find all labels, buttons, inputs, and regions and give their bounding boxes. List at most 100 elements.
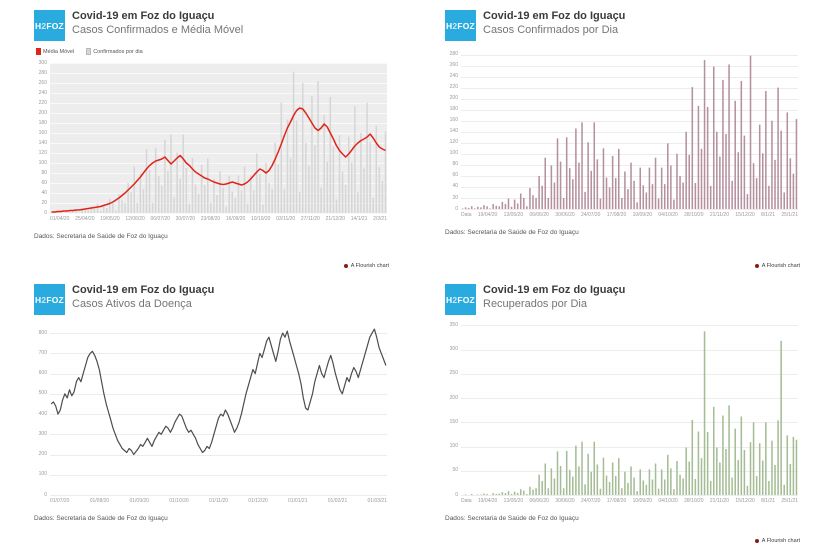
gridline [50,434,387,436]
x-axis-tick-label: 30/06/20 [555,498,575,504]
chart-titles: Covid-19 em Foz do Iguaçu Casos Confirma… [483,10,625,38]
flourish-badge[interactable]: A Flourish chart [755,263,800,269]
source-note: Dados: Secretaria de Saúde de Foz do Igu… [34,233,168,240]
x-axis-tick-label: 01/04/20 [50,216,70,222]
x-axis-tick-label: Data [461,498,472,504]
y-axis-tick-label: 150 [449,418,458,425]
y-axis-tick-label: 120 [38,149,47,156]
chart-canvas [464,331,798,495]
x-axis-tick-label: 15/12/20 [735,498,755,504]
gridline [461,209,798,210]
x-axis-tick-label: 01/01/21 [288,498,308,504]
flourish-dot-icon [755,264,760,268]
legend-swatch-red [36,48,41,55]
gridline [461,398,798,400]
y-axis-tick-label: 180 [449,106,458,113]
x-axis-tick-label: 30/06/20 [555,212,575,218]
chart-header: H 2 FOZ Covid-19 em Foz do Iguaçu Casos At… [34,284,387,315]
gridline [50,113,387,114]
y-axis-tick-label: 250 [449,370,458,377]
y-axis-tick-label: 200 [38,109,47,116]
bars [50,71,387,213]
y-axis-tick-label: 400 [38,410,47,417]
y-axis-tick-label: 600 [38,370,47,377]
y-axis-tick-label: 200 [449,95,458,102]
plot-area-confirmados-por-dia: 280 260 240 220 200 180 160 140 120 100 80 60 40 20 0 [450,49,798,211]
y-axis-tick-label: 100 [449,443,458,449]
gridline [461,198,798,199]
x-axis-tick-label: 01/10/20 [169,498,189,504]
gridline [50,353,387,355]
x-axis-tick-label: 19/05/20 [100,216,120,222]
logo-text-2: 2 [452,20,458,31]
x-axis-confirmados-media-movel: 01/04/20 25/04/20 19/05/20 12/06/20 06/07/20… [50,216,387,222]
plot-area-confirmados-media-movel: 300 280 260 240 220 200 180 160 140 120 100 80 60 40 2… [39,60,387,215]
flourish-label: A Flourish chart [761,538,800,544]
y-axis-tick-label: 240 [449,73,458,80]
y-axis-tick-label: 40 [452,183,458,190]
plot-wrapper: 300 280 260 240 220 200 180 160 140 120 100 80 60 40 2… [39,60,387,215]
gridline [461,349,798,351]
flourish-badge[interactable]: A Flourish chart [344,263,389,269]
y-axis-tick-label: 200 [449,394,458,401]
y-axis-tick-label: 200 [38,451,47,457]
bars [464,331,798,495]
chart-subtitle: Casos Confirmados e Média Móvel [72,23,244,36]
gridline [461,470,798,472]
gridline [50,495,387,496]
chart-header: H 2 FOZ Covid-19 em Foz do Iguaçu Recupera… [445,284,798,315]
y-axis-tick-label: 100 [38,471,47,478]
x-axis-tick-label: 01/03/21 [367,498,387,504]
gridline [50,123,387,124]
y-axis-tick-label: 120 [449,139,458,146]
x-axis-tick-label: 10/09/20 [632,212,653,218]
source-note: Dados: Secretaria de Saúde de Foz do Igu… [445,515,579,522]
legend-label: Média Móvel [43,48,75,55]
y-axis-tick-label: 60 [452,172,458,179]
y-axis-tick-label: 160 [449,117,458,124]
y-axis-tick-label: 350 [449,321,458,328]
legend-item-confirmados-por-dia[interactable]: Confirmados por dia [86,48,143,55]
gridline [461,164,798,166]
y-axis-tick-label: 0 [44,491,47,498]
plot-wrapper: 350 300 250 200 150 100 50 0 [450,322,798,497]
x-axis-tick-label: 30/07/20 [175,216,196,222]
x-axis-casos-ativos: 01/07/20 01/08/20 01/09/20 01/10/20 01/11/20… [50,498,387,504]
x-axis-tick-label: 8/1/21 [761,212,775,218]
chart-title: Covid-19 em Foz do Iguaçu [72,284,215,296]
gridline [50,93,387,94]
legend-item-media-movel[interactable]: Média Móvel [36,48,74,55]
gridline [50,454,387,456]
gridline [461,76,798,78]
x-axis-tick-label: 8/1/21 [761,498,775,504]
source-note: Dados: Secretaria de Saúde de Foz do Igu… [445,229,579,236]
x-axis-tick-label: 2/3/21 [373,216,387,222]
x-axis-tick-label: 01/09/20 [129,498,149,504]
x-axis-tick-label: 24/07/20 [581,498,601,504]
chart-canvas [50,71,387,213]
x-axis-tick-label: 01/08/20 [89,498,110,504]
y-axis-tick-label: 20 [452,194,458,201]
gridline [50,414,387,416]
y-axis-tick-label: 80 [452,161,458,168]
x-axis-tick-label: 24/07/20 [581,212,601,218]
logo-text-foz: FOZ [46,20,64,31]
x-axis-tick-label: 06/06/20 [529,212,549,218]
h2foz-logo: H 2 FOZ [445,10,476,41]
x-axis-tick-label: 17/08/20 [606,212,627,218]
x-axis-tick-label: 28/10/20 [684,498,704,504]
logo-text-2: 2 [41,294,47,305]
y-axis-tick-label: 20 [41,199,47,206]
y-axis-tick-label: 700 [38,349,47,356]
chart-titles: Covid-19 em Foz do Iguaçu Casos Confirma… [72,10,243,38]
flourish-badge[interactable]: A Flourish chart [755,538,800,544]
x-axis-tick-label: 23/08/20 [200,216,221,222]
plot-wrapper: 800 700 600 500 400 300 200 100 0 [39,323,387,497]
card-confirmados-por-dia: H 2 FOZ Covid-19 em Foz do Iguaçu Casos Co… [411,0,822,274]
h2foz-logo: H 2 FOZ [34,284,65,315]
x-axis-tick-label: 06/06/20 [529,498,549,504]
source-note: Dados: Secretaria de Saúde de Foz do Igu… [34,515,168,522]
data-line [51,107,386,213]
chart-canvas [50,328,387,456]
gridline [461,186,798,188]
